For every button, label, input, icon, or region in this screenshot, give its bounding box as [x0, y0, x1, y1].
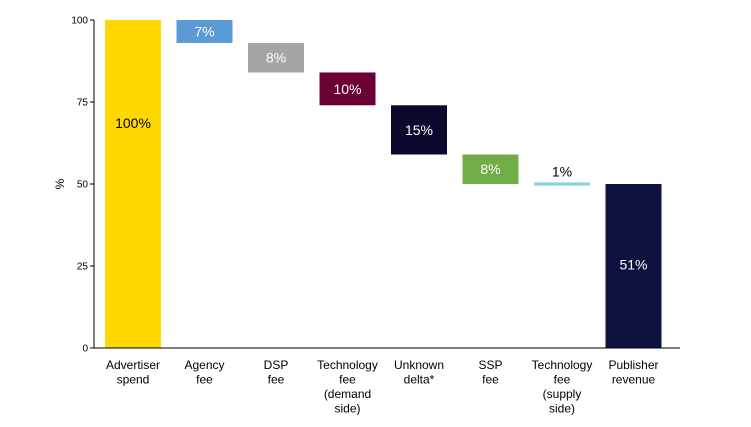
bar [462, 154, 519, 184]
x-category-label: DSP [264, 358, 289, 372]
bar [319, 72, 376, 106]
y-tick-label: 0 [82, 344, 88, 355]
x-category-label: Publisher [608, 358, 658, 372]
x-category-label: Technology [532, 358, 593, 372]
bar [391, 105, 447, 155]
bar-value-label: 10% [333, 81, 361, 97]
y-tick-label: 25 [77, 262, 89, 273]
x-category-label: Agency [184, 358, 224, 372]
bar [534, 182, 590, 186]
bar [176, 20, 233, 43]
x-category-label: Unknown [394, 358, 444, 372]
bar-value-label: 100% [115, 115, 151, 131]
x-category-label: fee [482, 373, 499, 387]
x-category-label: (supply [543, 387, 582, 401]
bar-value-label: 8% [480, 161, 500, 177]
y-axis-label: % [53, 178, 67, 189]
axes [93, 20, 680, 349]
bar-value-label: 1% [552, 163, 572, 179]
y-tick-label: 75 [77, 98, 89, 109]
y-tick-label: 100 [71, 16, 88, 27]
x-category-label: SSP [478, 358, 502, 372]
x-category-label: spend [117, 373, 150, 387]
bar-value-label: 51% [619, 256, 647, 272]
x-category-label: fee [196, 373, 213, 387]
bar-value-label: 15% [405, 122, 433, 138]
y-tick-label: 50 [77, 180, 89, 191]
bar-value-label: 7% [194, 23, 214, 39]
x-category-label: delta* [404, 373, 435, 387]
x-category-label: fee [554, 373, 571, 387]
bar [248, 42, 304, 73]
bar-value-label: 8% [266, 50, 286, 66]
bars: 100% 7% 8% 10% 15% 8% 1% 51% [105, 20, 662, 348]
x-category-label: revenue [612, 373, 656, 387]
x-category-label: side) [549, 402, 575, 416]
bar [605, 184, 662, 348]
x-category-label: Advertiser [106, 358, 160, 372]
bar [105, 20, 161, 348]
x-category-label: Technology [317, 358, 378, 372]
x-axis-labels: AdvertiserspendAgencyfeeDSPfeeTechnology… [106, 358, 659, 416]
x-category-label: (demand [324, 387, 371, 401]
y-axis-ticks: 0 25 50 75 100 [71, 16, 94, 355]
x-category-label: fee [339, 373, 356, 387]
x-category-label: fee [268, 373, 285, 387]
x-category-label: side) [334, 402, 360, 416]
